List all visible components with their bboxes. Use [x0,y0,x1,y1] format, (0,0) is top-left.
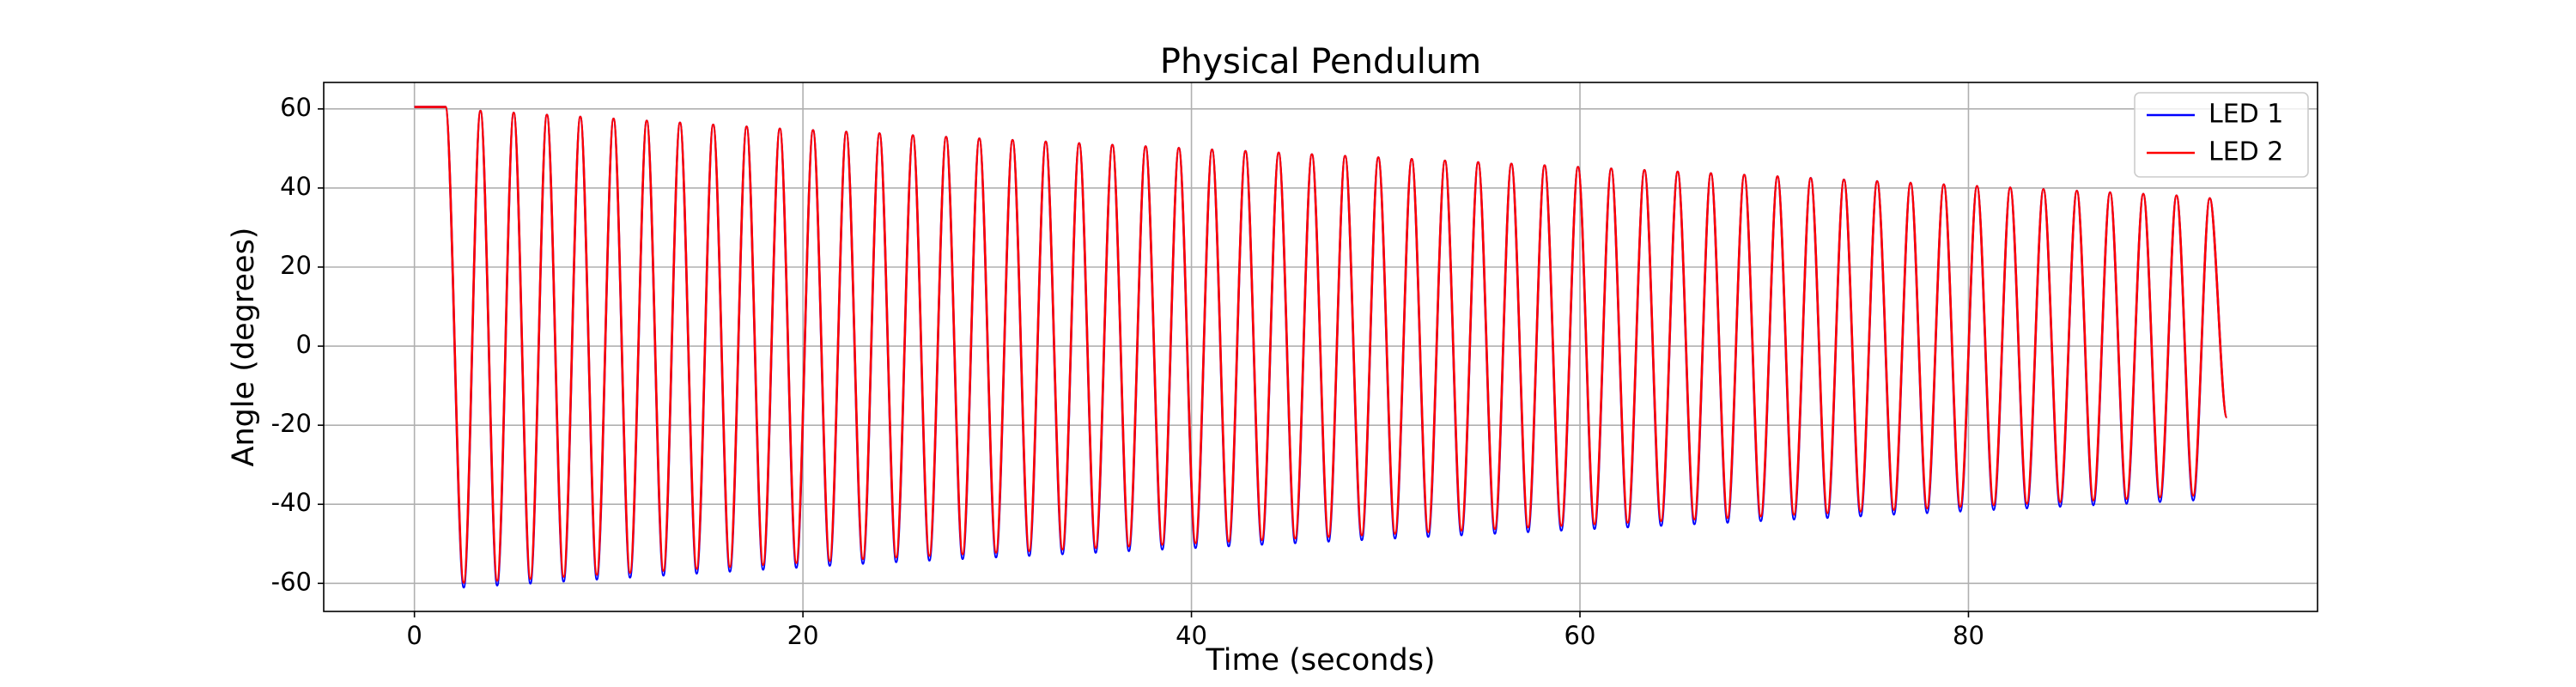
chart-title: Physical Pendulum [1160,42,1481,82]
y-tick-label: -40 [271,488,312,517]
line-series [414,106,2228,584]
y-tick-label: -20 [271,409,312,438]
legend-label: LED 1 [2208,100,2283,130]
y-tick-label: -60 [271,567,312,596]
y-tick-label: 40 [280,172,312,201]
legend-box [2134,92,2309,178]
y-tick-label: 0 [296,330,312,359]
x-tick-label: 60 [1564,621,1596,650]
x-axis-label: Time (seconds) [1205,643,1435,678]
x-tick-label: 40 [1176,621,1207,650]
x-tick-label: 80 [1953,621,1984,650]
y-axis-label: Angle (degrees) [227,228,261,467]
x-tick-label: 20 [787,621,819,650]
legend-label: LED 2 [2208,137,2283,167]
y-tick-label: 60 [280,93,312,122]
x-tick-label: 0 [406,621,422,650]
y-tick-label: 20 [280,251,312,280]
plot-frame [323,82,2318,612]
